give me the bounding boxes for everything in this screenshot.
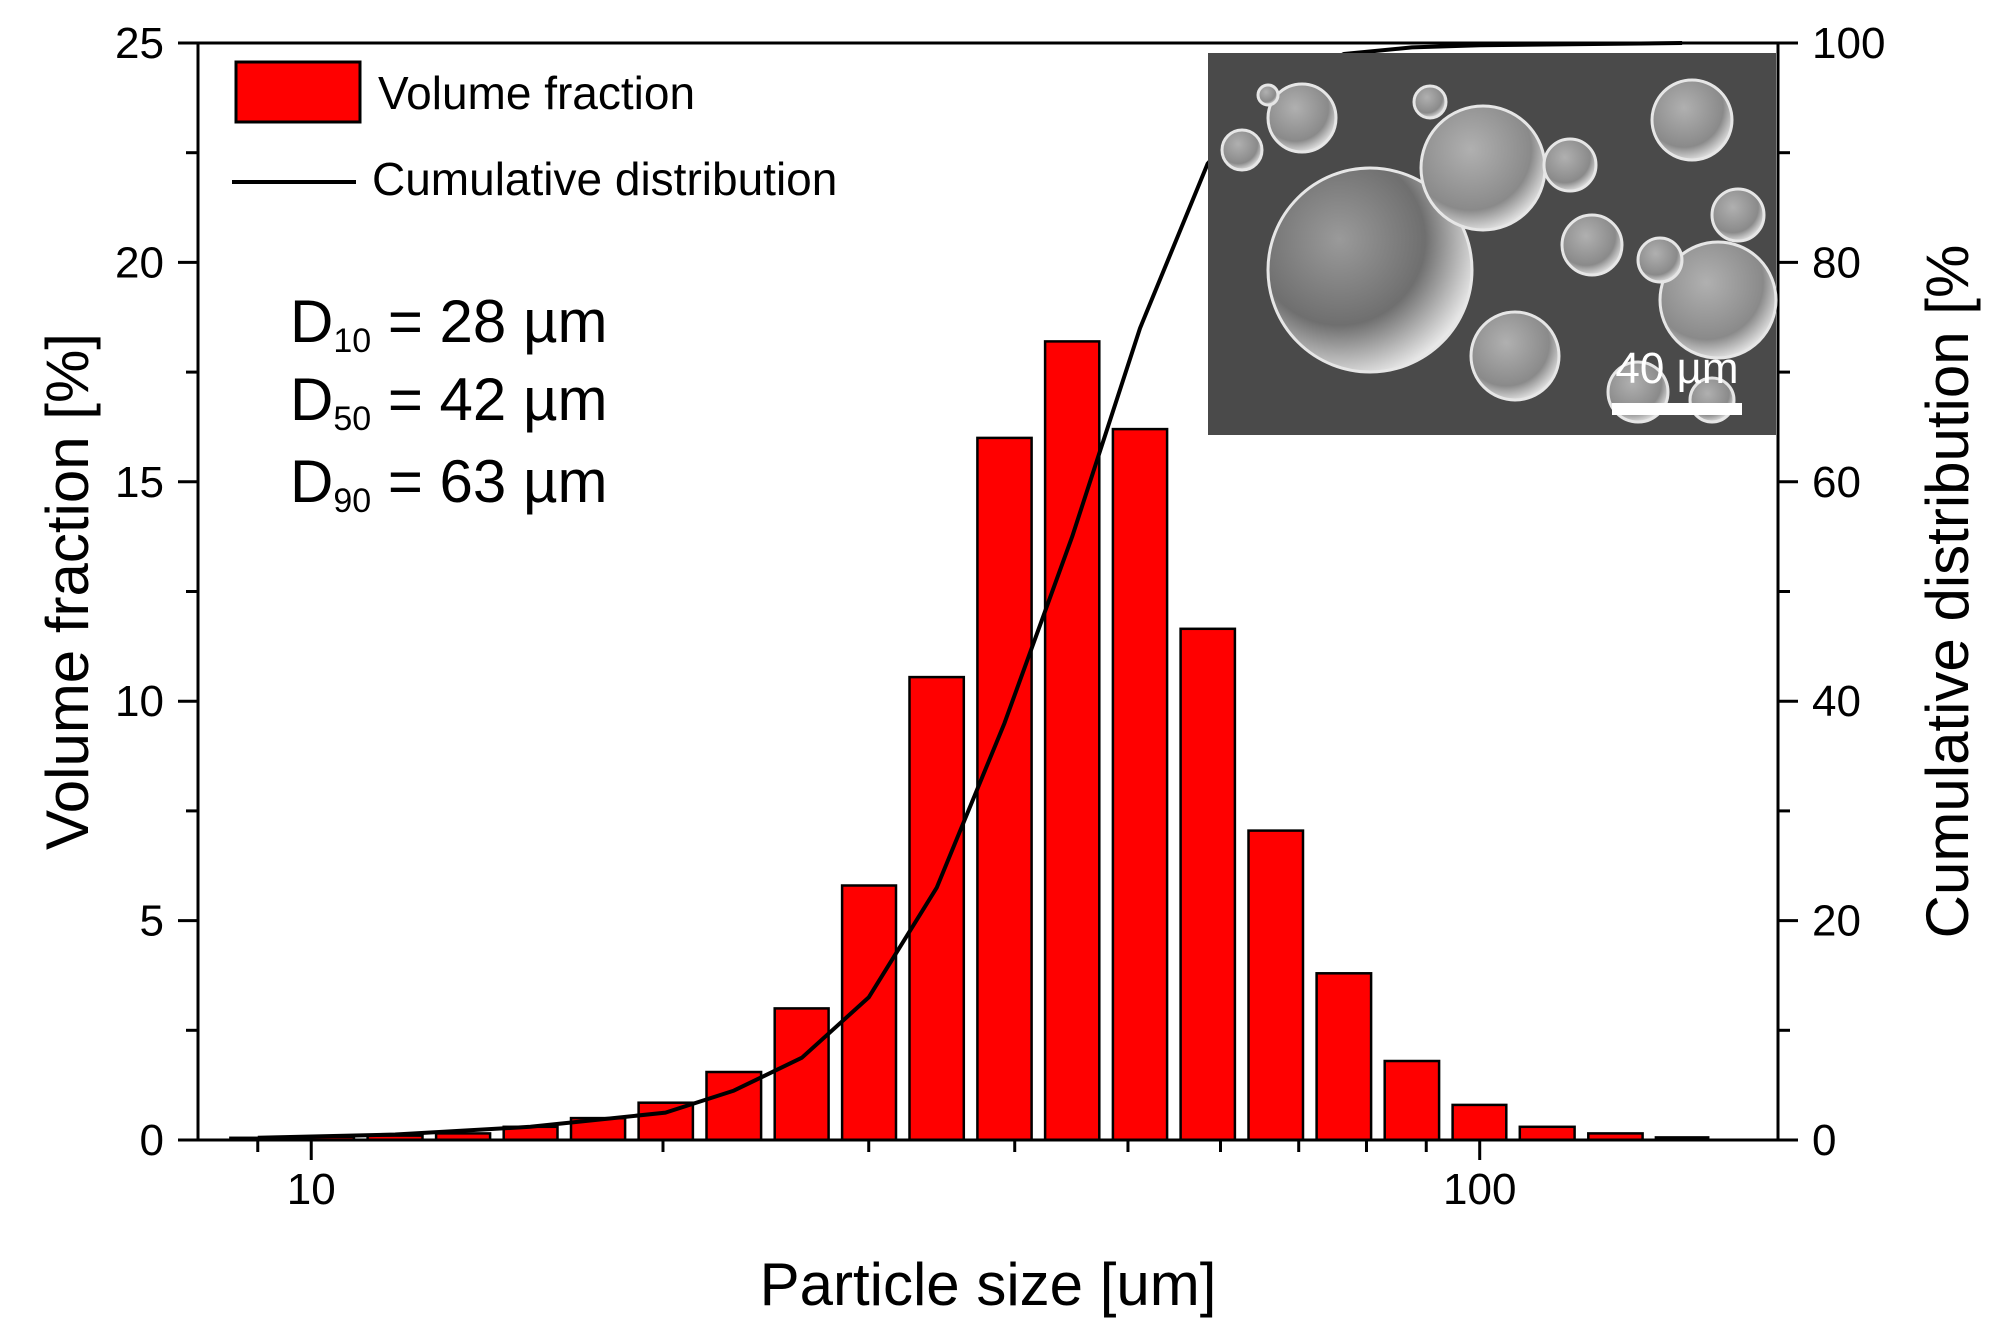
y2-tick-label: 100 xyxy=(1812,19,1885,68)
legend-label-cumulative: Cumulative distribution xyxy=(372,153,838,205)
y2-tick-label: 0 xyxy=(1812,1116,1836,1165)
y2-tick-label: 20 xyxy=(1812,897,1861,946)
d90-sub: 90 xyxy=(333,482,372,520)
d90-value: = 63 µm xyxy=(371,448,608,515)
powder-particle xyxy=(1266,166,1474,374)
bar xyxy=(1111,427,1169,1142)
d10-label: D xyxy=(290,288,334,355)
cumulative-line xyxy=(257,41,1683,1140)
y2-tick-label: 60 xyxy=(1812,458,1861,507)
powder-particle xyxy=(1658,240,1778,360)
axes: 0 5 10 15 20 25 0 20 40 60 80 100 10 100 Particle size… xyxy=(34,19,1981,1318)
bar xyxy=(1383,1059,1441,1142)
sem-inset: 40 µm xyxy=(1208,53,1778,435)
bar xyxy=(1179,627,1237,1142)
y-tick-label: 15 xyxy=(115,458,164,507)
powder-particle xyxy=(1542,137,1598,193)
powder-particle xyxy=(1266,82,1338,154)
d50-label: D xyxy=(290,366,334,433)
bar xyxy=(908,675,966,1142)
powder-particle xyxy=(1469,310,1561,402)
y2-axis-label: Cumulative distribution [% xyxy=(1914,245,1981,939)
bar xyxy=(976,436,1033,1142)
annotation-d50: D50 = 42 µm xyxy=(290,370,608,438)
d10-value: = 28 µm xyxy=(371,288,608,355)
legend-label-volume: Volume fraction xyxy=(378,67,696,119)
y-tick-label: 20 xyxy=(115,238,164,287)
powder-particle xyxy=(1412,84,1448,120)
bar xyxy=(637,1101,695,1142)
powder-particle xyxy=(1710,187,1766,243)
x-tick-label: 100 xyxy=(1443,1165,1516,1214)
y-tick-label: 0 xyxy=(140,1116,164,1165)
y2-tick-label: 40 xyxy=(1812,677,1861,726)
line-series xyxy=(257,41,1683,1140)
annotation-d10: D10 = 28 µm xyxy=(290,292,608,360)
legend-swatch-volume xyxy=(234,60,362,124)
bar xyxy=(1315,972,1373,1142)
bar xyxy=(773,1007,830,1142)
powder-particle xyxy=(1419,104,1547,232)
powder-particle xyxy=(1256,83,1280,107)
annotation-d90: D90 = 63 µm xyxy=(290,452,608,520)
bar xyxy=(1247,829,1305,1142)
bar-series xyxy=(229,340,1710,1142)
powder-particle xyxy=(1636,236,1684,284)
bar xyxy=(1518,1125,1576,1142)
powder-particle xyxy=(1650,78,1734,162)
powder-particle xyxy=(1220,128,1264,172)
scale-bar-label: 40 µm xyxy=(1615,344,1738,393)
powder-particle xyxy=(1560,213,1624,277)
bar xyxy=(1043,340,1101,1142)
y-axis-label: Volume fraction [%] xyxy=(34,333,101,850)
bar xyxy=(1451,1103,1508,1142)
d90-label: D xyxy=(290,448,334,515)
d10-sub: 10 xyxy=(333,322,372,360)
x-tick-label: 10 xyxy=(287,1165,336,1214)
y2-tick-label: 80 xyxy=(1812,238,1861,287)
d50-value: = 42 µm xyxy=(371,366,608,433)
y-tick-label: 25 xyxy=(115,19,164,68)
y-tick-label: 5 xyxy=(140,897,164,946)
x-axis-label: Particle size [um] xyxy=(760,1251,1217,1318)
scale-bar xyxy=(1612,403,1742,415)
y-tick-label: 10 xyxy=(115,677,164,726)
d50-sub: 50 xyxy=(333,400,372,438)
